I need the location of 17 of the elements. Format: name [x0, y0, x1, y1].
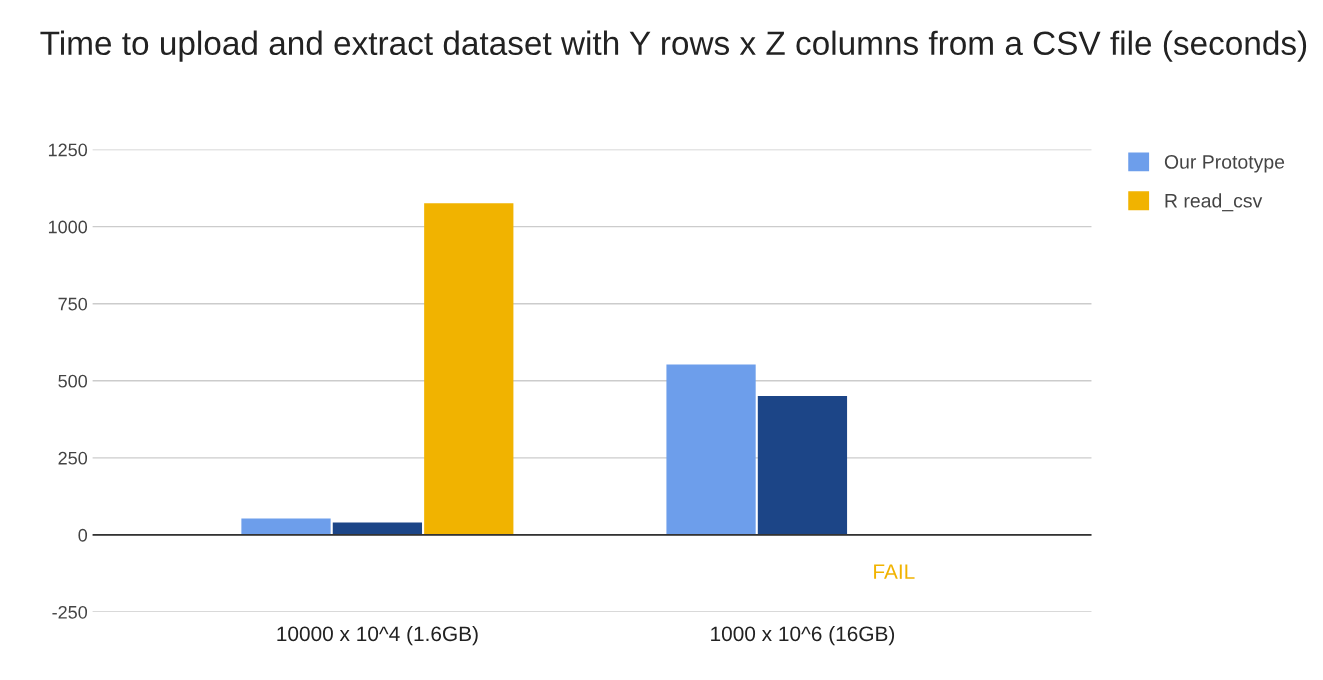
y-tick-label: -250 [52, 605, 88, 619]
bar [241, 518, 331, 535]
x-tick-label: 10000 x 10^4 (1.6GB) [277, 625, 478, 646]
y-tick-label: 750 [58, 297, 88, 311]
annotation: FAIL [874, 564, 915, 579]
y-tick-label: 250 [58, 451, 88, 465]
bar [424, 203, 514, 535]
y-tick-label: 1000 [48, 220, 88, 234]
bar [757, 395, 848, 535]
y-tick-label: 500 [58, 374, 88, 388]
chart-title: Time to upload and extract dataset with Y rows x Z columns from a CSV file (seconds) [40, 30, 1307, 62]
legend-label: R read_csv [1165, 193, 1263, 212]
y-tick-label: 0 [78, 528, 88, 542]
y-tick-label: 1250 [48, 143, 88, 157]
x-tick-label: 1000 x 10^6 (16GB) [711, 625, 895, 646]
bar [666, 364, 756, 535]
legend-label: Our Prototype [1164, 155, 1285, 173]
